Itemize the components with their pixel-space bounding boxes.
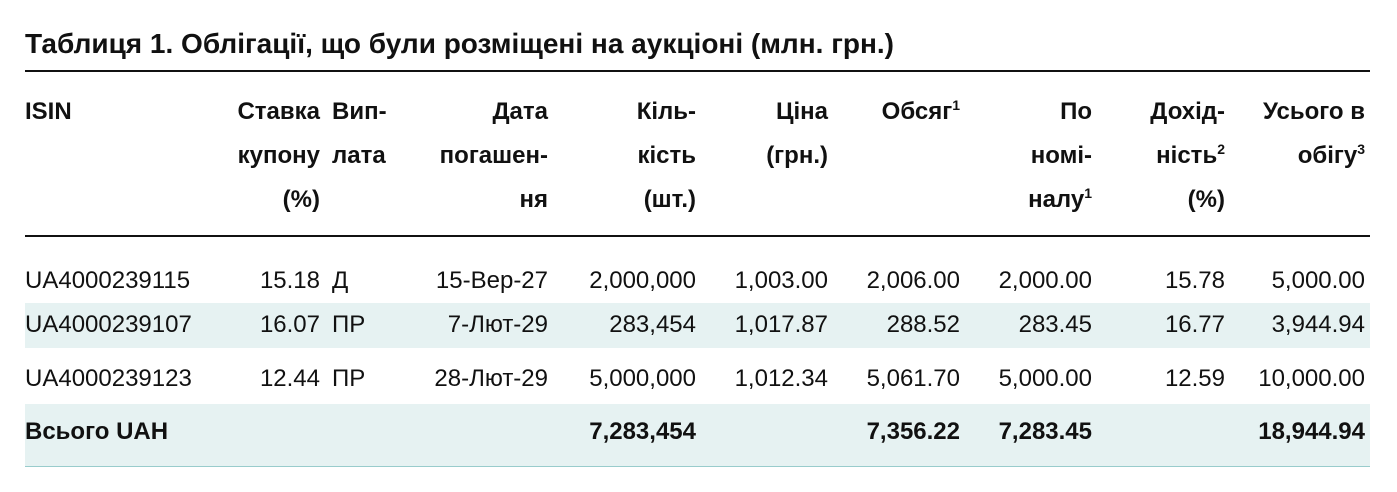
cell: 12.59 [1164, 365, 1225, 392]
cell: 5,061.70 [866, 365, 960, 392]
header-line: Вип- [332, 98, 387, 125]
rule [25, 466, 1370, 467]
header-text: ність [1156, 142, 1218, 169]
header-line: купону [237, 142, 320, 169]
header-line: кість [637, 142, 696, 169]
cell: 283,454 [609, 311, 696, 338]
cell: 283.45 [1018, 311, 1092, 338]
total-cell: 18,944.94 [1258, 418, 1365, 445]
cell: 16.77 [1164, 311, 1225, 338]
cell: UA4000239115 [25, 267, 191, 294]
row-band [25, 303, 1370, 348]
header-line: Дата [492, 98, 548, 125]
cell: 3,944.94 [1271, 311, 1365, 338]
rule [25, 235, 1370, 237]
cell: 2,000,000 [589, 267, 696, 294]
cell: 7-Лют-29 [447, 311, 548, 338]
total-cell: Всього UAH [25, 418, 169, 445]
header-line: ність2 [1156, 134, 1225, 178]
footnote-mark: 1 [952, 97, 960, 113]
header-line: Ціна [775, 98, 828, 125]
cell: 2,006.00 [866, 267, 960, 294]
footnote-mark: 3 [1357, 141, 1365, 157]
cell: 15.78 [1164, 267, 1225, 294]
header-line: (грн.) [766, 142, 828, 169]
cell: 5,000,000 [589, 365, 696, 392]
header-line: (шт.) [643, 186, 696, 213]
header-line: Усього в [1263, 98, 1365, 125]
cell: 12.44 [259, 365, 320, 392]
cell: 28-Лют-29 [434, 365, 548, 392]
header-line: (%) [282, 186, 320, 213]
header-line: налу1 [1028, 178, 1092, 222]
header-text: Обсяг [881, 98, 953, 125]
header-text: обігу [1297, 142, 1358, 169]
cell: Д [332, 267, 349, 294]
total-cell: 7,283,454 [589, 418, 696, 445]
cell: 1,003.00 [734, 267, 828, 294]
cell: 15.18 [259, 267, 320, 294]
footnote-mark: 2 [1217, 141, 1225, 157]
header-line: Ставка [237, 98, 320, 125]
cell: ПР [332, 311, 366, 338]
header-line: ISIN [25, 98, 72, 125]
total-cell: 7,283.45 [998, 418, 1092, 445]
rule [25, 70, 1370, 72]
cell: 288.52 [886, 311, 960, 338]
cell: 5,000.00 [1271, 267, 1365, 294]
header-line: (%) [1187, 186, 1225, 213]
cell: 2,000.00 [998, 267, 1092, 294]
table-title: Таблиця 1. Облігації, що були розміщені … [25, 28, 894, 59]
header-text: налу [1028, 186, 1085, 213]
total-cell: 7,356.22 [866, 418, 960, 445]
header-line: номі- [1030, 142, 1092, 169]
cell: 10,000.00 [1258, 365, 1365, 392]
header-line: По [1060, 98, 1092, 125]
header-line: погашен- [439, 142, 548, 169]
cell: UA4000239107 [25, 311, 192, 338]
cell: 1,012.34 [734, 365, 828, 392]
cell: ПР [332, 365, 366, 392]
cell: 5,000.00 [998, 365, 1092, 392]
footnote-mark: 1 [1084, 185, 1092, 201]
header-line: обігу3 [1298, 134, 1365, 178]
header-line: ня [519, 186, 549, 213]
cell: 15-Вер-27 [435, 267, 548, 294]
header-line: Кіль- [636, 98, 696, 125]
cell: 16.07 [259, 311, 320, 338]
row-band [25, 404, 1370, 466]
cell: UA4000239123 [25, 365, 192, 392]
header-line: Дохід- [1150, 98, 1225, 125]
header-line: Обсяг1 [882, 90, 960, 134]
header-line: лата [332, 142, 386, 169]
cell: 1,017.87 [734, 311, 828, 338]
